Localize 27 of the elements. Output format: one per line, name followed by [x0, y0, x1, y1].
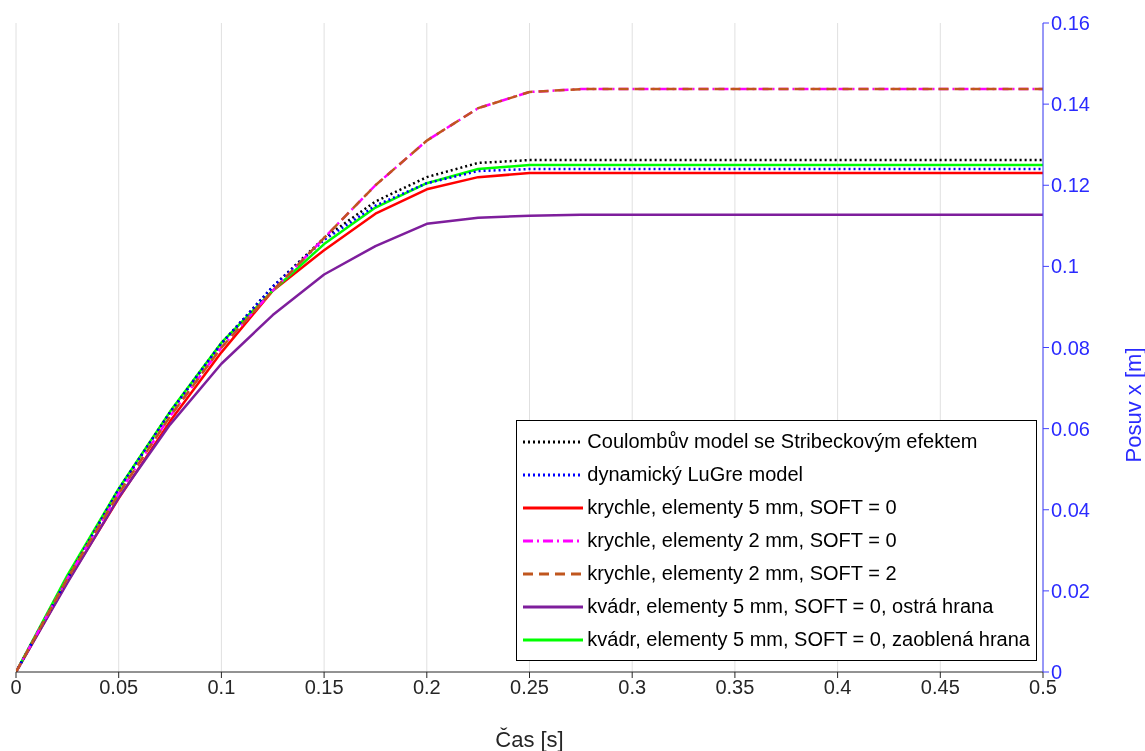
y-tick-label: 0.16	[1051, 12, 1090, 35]
x-tick-label: 0.35	[715, 676, 755, 699]
x-tick-label: 0.1	[207, 676, 236, 699]
legend-label: Coulombův model se Stribeckovým efektem	[587, 430, 978, 453]
x-tick-label: 0.15	[304, 676, 344, 699]
y-tick-label: 0.12	[1051, 174, 1090, 197]
x-tick-label: 0.2	[412, 676, 441, 699]
x-tick-label: 0.25	[510, 676, 549, 699]
x-tick-label: 0	[10, 676, 22, 699]
legend-label: dynamický LuGre model	[587, 463, 804, 486]
x-tick-label: 0.3	[618, 676, 647, 699]
y-tick-label: 0.02	[1051, 579, 1090, 602]
legend-label: krychle, elementy 2 mm, SOFT = 2	[587, 562, 897, 585]
x-tick-label: 0.45	[920, 676, 960, 699]
x-tick-label: 0.4	[823, 676, 852, 699]
legend-label: krychle, elementy 2 mm, SOFT = 0	[587, 529, 897, 552]
x-axis-title: Čas [s]	[495, 727, 564, 751]
y-tick-label: 0.1	[1051, 255, 1079, 278]
y-tick-label: 0.04	[1051, 498, 1090, 521]
y-tick-label: 0.08	[1051, 336, 1090, 359]
legend-label: kvádr, elementy 5 mm, SOFT = 0, ostrá hrana	[587, 595, 994, 618]
y-axis-title: Posuv x [m]	[1120, 347, 1145, 463]
legend-label: kvádr, elementy 5 mm, SOFT = 0, zaoblená hrana	[587, 628, 1030, 651]
x-tick-label: 0.05	[99, 676, 139, 699]
y-tick-label: 0.14	[1051, 93, 1090, 116]
legend-label: krychle, elementy 5 mm, SOFT = 0	[587, 496, 897, 519]
y-tick-label: 0.06	[1051, 417, 1090, 440]
